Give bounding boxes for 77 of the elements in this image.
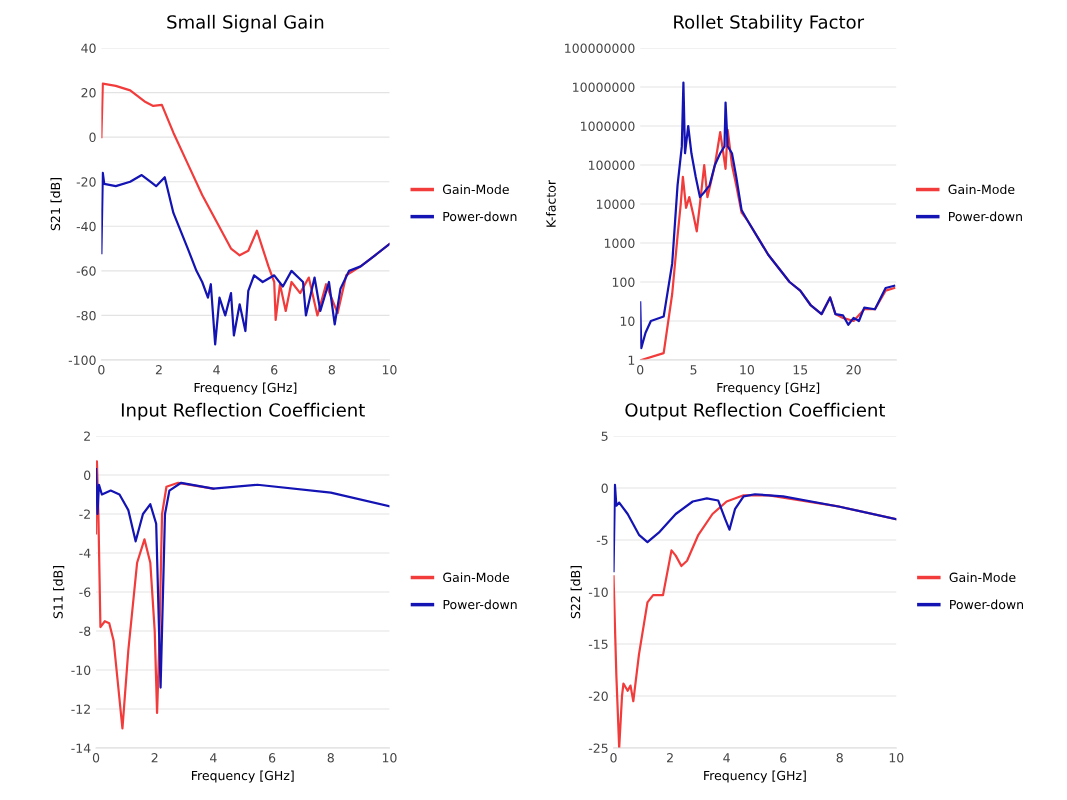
y-tick-label: 0 [84, 470, 91, 480]
y-tick-label: -40 [76, 221, 96, 232]
x-tick-label: 15 [793, 365, 808, 375]
y-tick-label: -6 [79, 587, 91, 597]
y-tick-label: 1 [628, 355, 635, 365]
y-tick-label: -10 [588, 587, 608, 597]
x-tick-label: 0 [98, 365, 105, 375]
y-tick-label: 100000 [588, 160, 635, 170]
line-series [613, 483, 897, 573]
x-tick-label: 20 [846, 365, 861, 375]
legend-label: Power-down [950, 599, 1024, 610]
y-tick-label: -12 [71, 704, 90, 714]
x-tick-label: 6 [268, 753, 276, 763]
y-axis-title: S22 [dB] [570, 566, 582, 619]
y-tick-label: 10000000 [573, 82, 635, 92]
x-tick-label: 8 [327, 753, 334, 763]
y-tick-label: -100 [68, 355, 96, 365]
y-tick-label: -5 [596, 535, 608, 545]
x-tick-label: 10 [889, 753, 904, 763]
legend-label: Power-down [443, 211, 517, 222]
y-tick-label: 1000 [604, 238, 635, 248]
y-tick-label: -2 [79, 509, 90, 519]
x-axis-title: Frequency [GHz] [194, 382, 297, 395]
x-tick-label: 10 [382, 365, 397, 375]
y-tick-label: -10 [71, 665, 91, 675]
y-tick-label: 1000000 [581, 121, 635, 131]
legend-label: Gain-Mode [948, 184, 1015, 195]
x-axis-title: Frequency [GHz] [704, 770, 806, 783]
x-tick-label: 8 [836, 753, 843, 763]
y-tick-label: -14 [71, 743, 91, 753]
x-tick-label: 4 [210, 753, 217, 763]
y-tick-label: -60 [76, 266, 96, 276]
y-tick-label: 40 [81, 43, 96, 53]
x-axis-title: Frequency [GHz] [717, 382, 820, 395]
y-tick-label: -20 [76, 177, 96, 187]
y-tick-label: -25 [588, 743, 608, 753]
x-axis-title: Frequency [GHz] [192, 770, 294, 783]
y-tick-label: 0 [601, 483, 608, 493]
y-tick-label: 100 [612, 277, 635, 287]
chart-title: Rollet Stability Factor [674, 14, 865, 33]
legend-label: Power-down [949, 211, 1022, 222]
y-tick-label: 20 [81, 88, 96, 98]
x-tick-label: 10 [382, 753, 397, 763]
x-tick-label: 6 [780, 753, 787, 763]
y-tick-label: 2 [84, 431, 90, 441]
chart-title: Small Signal Gain [167, 14, 324, 33]
x-tick-label: 5 [690, 365, 697, 375]
x-tick-label: 6 [271, 365, 278, 375]
x-tick-label: 8 [328, 365, 335, 375]
y-tick-label: -4 [79, 548, 91, 558]
legend-label: Power-down [443, 599, 517, 610]
chart-title: Input Reflection Coefficient [121, 402, 365, 421]
legend-label: Gain-Mode [949, 572, 1016, 583]
y-tick-label: 10000 [596, 199, 635, 209]
y-axis-title: K-factor [546, 179, 556, 227]
x-tick-label: 2 [151, 753, 158, 763]
x-tick-label: 10 [740, 365, 755, 375]
y-tick-label: 10 [620, 316, 635, 326]
x-tick-label: 2 [155, 365, 162, 375]
x-tick-label: 4 [213, 365, 220, 375]
y-tick-label: 5 [601, 431, 608, 441]
x-tick-label: 4 [723, 753, 730, 763]
x-tick-label: 0 [637, 365, 644, 375]
y-tick-label: -20 [588, 691, 608, 701]
y-tick-label: 0 [89, 132, 96, 143]
y-axis-title: S11 [dB] [53, 566, 65, 619]
legend-label: Gain-Mode [442, 184, 509, 195]
chart-title: Output Reflection Coefficient [625, 402, 886, 421]
line-series [640, 81, 896, 350]
legend-label: Gain-Mode [443, 572, 510, 583]
line-series [101, 171, 390, 346]
y-tick-label: 100000000 [565, 43, 635, 53]
y-tick-label: -80 [76, 310, 96, 321]
y-axis-title: S21 [dB] [50, 178, 62, 231]
y-tick-label: -15 [588, 639, 608, 649]
y-tick-label: -8 [79, 626, 91, 636]
x-tick-label: 2 [667, 753, 673, 763]
